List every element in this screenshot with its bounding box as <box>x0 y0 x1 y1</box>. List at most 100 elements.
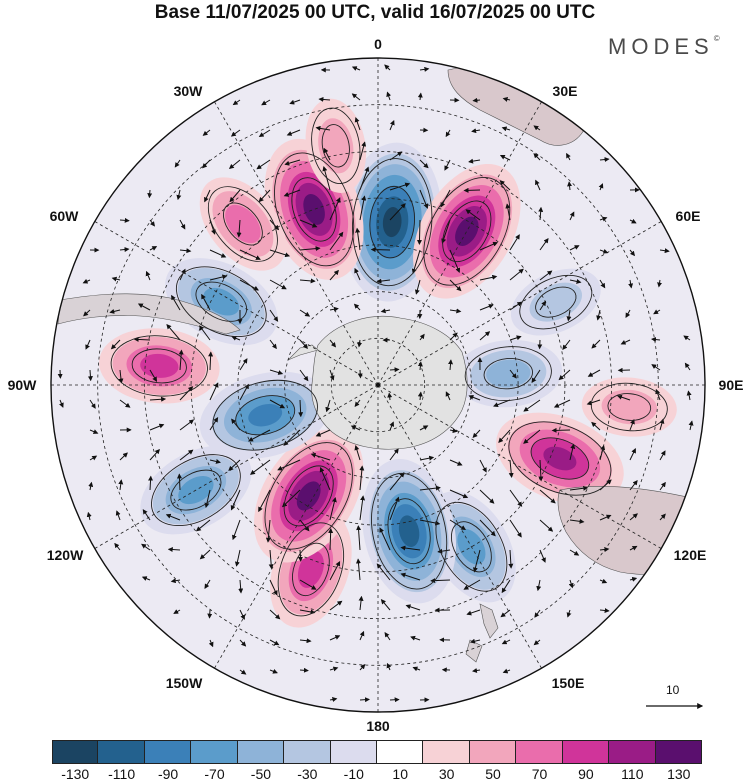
wind-vector <box>269 369 284 375</box>
wind-vector <box>533 125 541 131</box>
wind-vector <box>566 152 571 161</box>
wind-vector <box>539 549 546 563</box>
contour-line <box>607 393 652 421</box>
colorbar-tick-label: 30 <box>438 766 455 782</box>
wind-vector <box>479 519 496 537</box>
contour-group <box>151 454 241 527</box>
wind-vector <box>479 304 494 311</box>
wind-vector <box>179 248 192 254</box>
colorbar-tick-label: 130 <box>667 766 691 782</box>
wind-vector <box>523 399 541 412</box>
wind-vector <box>277 459 301 471</box>
colorbar-tick-label: -110 <box>108 766 136 782</box>
wind-vector <box>354 445 361 461</box>
wind-vector <box>179 219 186 230</box>
wind-vector <box>389 367 400 373</box>
wind-vector <box>616 394 631 401</box>
contour-line <box>483 357 533 390</box>
anomaly-ring <box>398 515 420 547</box>
wind-vector <box>269 609 281 620</box>
anomaly-center <box>454 339 563 408</box>
wind-vector <box>269 279 287 290</box>
wind-vector <box>629 576 638 582</box>
contour-group <box>371 472 448 590</box>
wind-vector <box>509 301 523 311</box>
wind-vector <box>414 279 421 295</box>
wind-vector <box>85 339 91 350</box>
wind-vector <box>469 638 481 644</box>
wind-vector <box>629 480 638 491</box>
wind-vector <box>239 609 245 620</box>
wind-vector <box>174 159 181 168</box>
wind-vector <box>179 268 186 281</box>
wind-vector <box>389 119 395 131</box>
lon-label-180: 180 <box>366 718 390 734</box>
wind-vector <box>629 448 636 461</box>
wind-vector <box>209 274 228 281</box>
colorbar-segment <box>98 740 145 764</box>
wind-vector <box>147 189 153 199</box>
wind-vector <box>145 270 151 281</box>
contour-line <box>291 177 337 242</box>
wind-vector <box>170 578 181 584</box>
wind-vector <box>380 308 391 314</box>
wind-vector <box>449 279 462 292</box>
colorbar-tick-label: -50 <box>250 766 272 782</box>
wind-vector <box>479 331 491 341</box>
contour-line <box>535 286 577 318</box>
wind-vector <box>567 181 573 191</box>
wind-vector <box>389 421 395 431</box>
wind-vector <box>204 189 211 203</box>
anomaly-center <box>362 458 457 604</box>
wind-vector <box>299 609 316 615</box>
contour-group <box>207 186 278 262</box>
contour-line <box>264 442 353 550</box>
wind-vector <box>419 333 425 341</box>
wind-vector <box>441 219 451 244</box>
wind-vector <box>354 117 361 131</box>
wind-vector <box>351 93 361 101</box>
wind-vector <box>315 429 331 437</box>
wind-vector <box>468 395 481 401</box>
wind-vector <box>500 609 511 618</box>
wind-vector <box>232 99 241 106</box>
wind-vector <box>479 459 487 473</box>
anomaly-ring <box>529 282 583 322</box>
wind-vector <box>370 247 391 253</box>
wind-vector <box>310 453 331 461</box>
wind-vector <box>299 638 312 644</box>
wind-vector <box>195 519 211 532</box>
wind-vector <box>501 126 511 132</box>
wind-vector <box>236 219 242 238</box>
wind-vector <box>419 455 435 461</box>
wind-vector <box>493 399 511 408</box>
wind-vector <box>299 278 316 284</box>
wind-vector <box>445 129 451 138</box>
wind-vector <box>534 609 541 618</box>
wind-vector <box>499 155 511 161</box>
wind-vectors <box>57 64 694 703</box>
wind-vector <box>359 465 365 491</box>
wind-vector <box>599 444 606 461</box>
wind-vector <box>204 579 211 589</box>
contour-line <box>352 158 433 287</box>
antarctica <box>311 315 468 450</box>
wind-vector <box>149 448 160 461</box>
wind-vector <box>659 513 666 521</box>
wind-vector <box>539 300 547 311</box>
contour-line <box>530 437 590 480</box>
contour-group <box>508 421 612 496</box>
wind-vector <box>86 511 92 521</box>
wind-vector <box>599 157 610 163</box>
wind-vector <box>686 390 692 401</box>
wind-vector <box>569 245 580 251</box>
wind-vector <box>655 388 661 401</box>
lon-label-150e: 150E <box>551 675 585 691</box>
contour-line <box>195 281 248 322</box>
wind-vector <box>629 513 638 521</box>
wind-vector <box>569 485 589 491</box>
wind-vector <box>419 189 429 209</box>
wind-vector <box>299 246 321 252</box>
wind-vector <box>208 351 214 371</box>
